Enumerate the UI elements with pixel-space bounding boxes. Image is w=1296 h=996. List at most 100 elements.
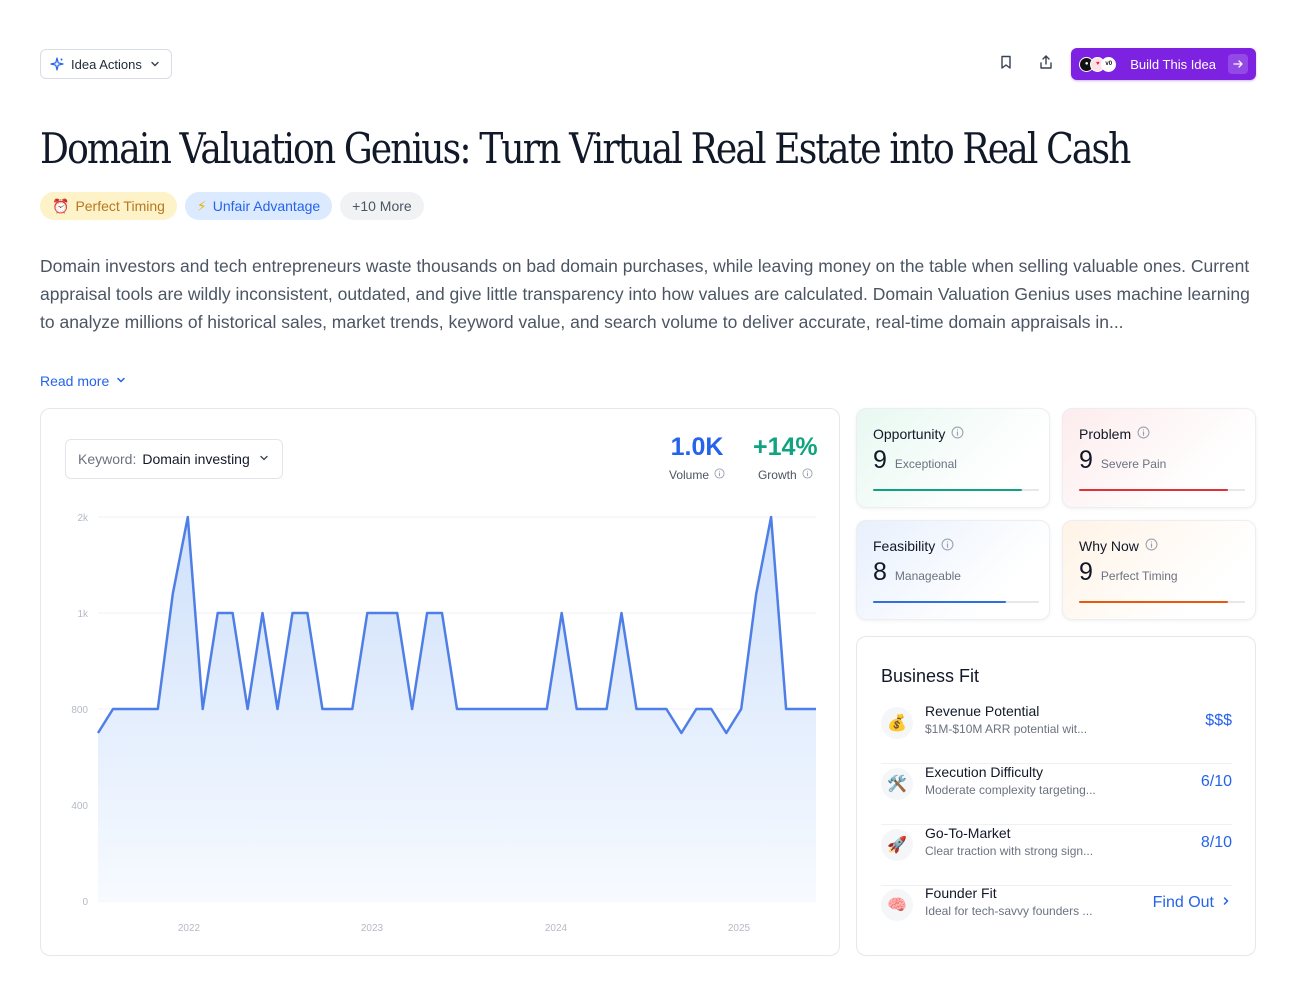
score-title-row: Why Now <box>1079 538 1239 554</box>
bookmark-icon <box>998 54 1014 75</box>
score-number: 9 <box>873 446 887 474</box>
tag-unfair-advantage[interactable]: ⚡ Unfair Advantage <box>184 192 333 220</box>
biz-value-text: 6/10 <box>1200 773 1232 790</box>
trend-chart: 0 400 800 1k 2k 2022 2023 2024 2025 <box>71 513 816 934</box>
top-bar: Idea Actions ● ♥ v0 <box>40 48 1256 80</box>
share-icon <box>1038 54 1054 75</box>
score-bar-fill <box>873 601 1006 603</box>
biz-row-founder-fit[interactable]: 🧠 Founder Fit Ideal for tech-savvy found… <box>881 885 1232 946</box>
volume-label-row: Volume <box>669 468 725 482</box>
growth-label-row: Growth <box>753 468 818 482</box>
biz-row-sub: Clear traction with strong sign... <box>925 844 1094 858</box>
score-number: 8 <box>873 558 887 586</box>
tag-list: ⏰ Perfect Timing ⚡ Unfair Advantage +10 … <box>40 192 424 220</box>
growth-value: +14% <box>753 433 818 461</box>
biz-value-text: $$$ <box>1205 712 1232 729</box>
biz-row-revenue-potential[interactable]: 💰 Revenue Potential $1M-$10M ARR potenti… <box>881 703 1232 764</box>
trend-chart-card: 0 400 800 1k 2k 2022 2023 2024 2025 Keyword: Dom… <box>40 408 840 956</box>
info-icon[interactable] <box>714 468 725 482</box>
y-tick-label: 0 <box>82 897 88 908</box>
business-fit-card: Business Fit 💰 Revenue Potential $1M-$10… <box>856 636 1256 956</box>
keyword-select[interactable]: Keyword: Domain investing <box>65 439 283 479</box>
score-title: Feasibility <box>873 538 936 554</box>
score-title-row: Feasibility <box>873 538 1033 554</box>
build-label: Build This Idea <box>1130 56 1216 72</box>
score-word: Perfect Timing <box>1100 569 1178 583</box>
info-icon[interactable] <box>1145 538 1158 554</box>
rocket-icon: 🚀 <box>881 829 913 861</box>
tag-label: +10 More <box>352 198 412 214</box>
read-more-label: Read more <box>40 373 110 389</box>
y-tick-label: 800 <box>71 705 88 716</box>
score-word: Manageable <box>894 569 961 583</box>
score-word: Severe Pain <box>1100 457 1167 471</box>
chevron-down-icon <box>149 58 161 70</box>
business-fit-title: Business Fit <box>881 666 980 686</box>
biz-row-name: Go-To-Market <box>925 825 1011 841</box>
idea-actions-button[interactable]: Idea Actions <box>40 49 172 79</box>
v0-logo-icon: v0 <box>1101 56 1117 72</box>
brain-icon: 🧠 <box>881 889 913 921</box>
x-tick-label: 2025 <box>728 923 751 934</box>
x-tick-label: 2022 <box>178 923 201 934</box>
tag-label: Perfect Timing <box>75 198 165 214</box>
find-out-link[interactable]: Find Out <box>1153 894 1232 912</box>
score-number: 9 <box>1079 446 1093 474</box>
biz-row-name: Revenue Potential <box>925 703 1040 719</box>
score-title-row: Problem <box>1079 426 1239 442</box>
money-bag-icon: 💰 <box>881 707 913 739</box>
page-title: Domain Valuation Genius: Turn Virtual Re… <box>40 124 1131 173</box>
x-tick-label: 2024 <box>545 923 568 934</box>
score-bar <box>873 601 1039 603</box>
score-card-problem[interactable]: Problem 9 Severe Pain <box>1062 408 1256 508</box>
idea-description: Domain investors and tech entrepreneurs … <box>40 256 1250 332</box>
x-tick-label: 2023 <box>361 923 384 934</box>
bookmark-button[interactable] <box>991 49 1021 79</box>
score-bar-fill <box>1079 601 1229 603</box>
volume-stat: 1.0K Volume <box>669 433 725 482</box>
volume-label: Volume <box>669 468 710 482</box>
volume-value: 1.0K <box>670 433 724 461</box>
score-row: 8 Manageable <box>873 558 1033 587</box>
biz-row-sub: $1M-$10M ARR potential wit... <box>925 722 1088 736</box>
score-card-feasibility[interactable]: Feasibility 8 Manageable <box>856 520 1050 620</box>
biz-row-value: $$$ <box>1205 712 1232 730</box>
share-button[interactable] <box>1031 49 1061 79</box>
read-more-link[interactable]: Read more <box>40 373 127 389</box>
info-icon[interactable] <box>951 426 964 442</box>
biz-value-text: 8/10 <box>1200 834 1232 851</box>
build-this-idea-button[interactable]: ● ♥ v0 Build This Idea <box>1071 48 1256 80</box>
score-card-opportunity[interactable]: Opportunity 9 Exceptional <box>856 408 1050 508</box>
biz-row-execution-difficulty[interactable]: 🛠️ Execution Difficulty Moderate complex… <box>881 764 1232 825</box>
alarm-clock-icon: ⏰ <box>52 197 70 214</box>
biz-row-go-to-market[interactable]: 🚀 Go-To-Market Clear traction with stron… <box>881 825 1232 886</box>
y-tick-label: 1k <box>77 609 89 620</box>
tag-label: Unfair Advantage <box>212 198 321 214</box>
biz-row-sub: Moderate complexity targeting... <box>925 783 1096 797</box>
top-actions: ● ♥ v0 Build This Idea <box>991 48 1256 80</box>
score-row: 9 Exceptional <box>873 446 1033 475</box>
score-card-why-now[interactable]: Why Now 9 Perfect Timing <box>1062 520 1256 620</box>
tag-perfect-timing[interactable]: ⏰ Perfect Timing <box>40 192 177 220</box>
hammer-wrench-icon: 🛠️ <box>881 768 913 800</box>
score-title: Problem <box>1079 426 1132 442</box>
info-icon[interactable] <box>941 538 954 554</box>
sparkle-icon <box>50 57 64 71</box>
tag-more[interactable]: +10 More <box>340 192 424 220</box>
score-title: Why Now <box>1079 538 1139 554</box>
biz-row-name: Execution Difficulty <box>925 764 1044 780</box>
biz-row-value: 8/10 <box>1201 834 1232 852</box>
builder-logos: ● ♥ v0 <box>1079 56 1117 72</box>
lightning-icon: ⚡ <box>196 197 207 214</box>
idea-actions-label: Idea Actions <box>71 56 142 72</box>
score-title-row: Opportunity <box>873 426 1033 442</box>
biz-row-name: Founder Fit <box>925 885 997 901</box>
y-tick-label: 2k <box>77 513 89 524</box>
score-bar-fill <box>1079 489 1229 491</box>
score-title: Opportunity <box>873 426 946 442</box>
chevron-right-icon <box>1220 894 1232 912</box>
info-icon[interactable] <box>1137 426 1150 442</box>
info-icon[interactable] <box>802 468 813 482</box>
biz-value-text: Find Out <box>1152 894 1214 911</box>
